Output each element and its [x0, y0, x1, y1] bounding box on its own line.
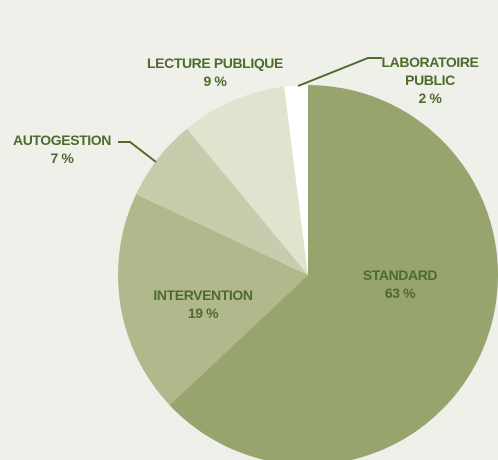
value-label: 2 %	[418, 90, 442, 106]
category-label: STANDARD	[362, 267, 438, 283]
category-label: AUTOGESTION	[12, 132, 112, 148]
value-label: 9 %	[203, 73, 227, 89]
slice-label: INTERVENTION 19 %	[133, 286, 273, 322]
value-label: 19 %	[187, 305, 219, 321]
slice-label: LABORATOIRE PUBLIC 2 %	[378, 53, 483, 107]
pie-slice	[284, 85, 308, 275]
category-label: LECTURE PUBLIQUE	[147, 55, 283, 71]
leader-line	[297, 57, 382, 87]
pie	[117, 85, 498, 460]
value-label: 63 %	[384, 285, 416, 301]
pie-slice	[186, 86, 308, 276]
pie-slice	[169, 85, 498, 460]
slice-label: STANDARD 63 %	[330, 266, 470, 302]
value-label: 7 %	[50, 150, 74, 166]
slice-label: LECTURE PUBLIQUE 9 %	[135, 54, 295, 90]
pie-slice	[117, 194, 309, 406]
pie-slice	[136, 128, 308, 275]
category-label: LABORATOIRE PUBLIC	[381, 54, 479, 88]
category-label: INTERVENTION	[153, 287, 253, 303]
slice-label: AUTOGESTION 7 %	[0, 131, 132, 167]
leader-line	[118, 141, 157, 163]
